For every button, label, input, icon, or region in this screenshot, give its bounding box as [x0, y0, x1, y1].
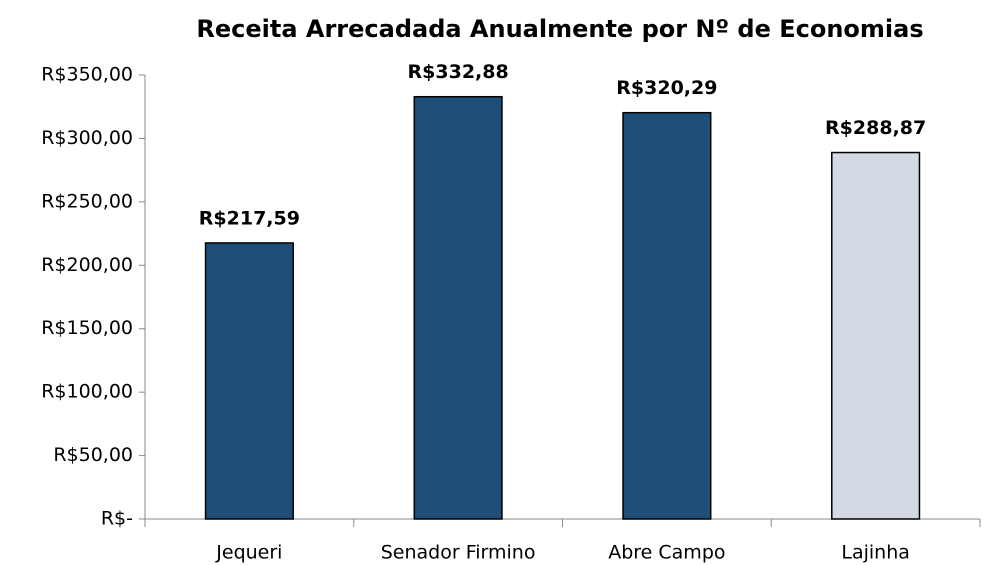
bar: [413, 95, 503, 520]
y-tick-label: R$150,00: [41, 317, 133, 339]
y-tick-label: R$50,00: [53, 444, 133, 466]
y-tick-label: R$250,00: [41, 190, 133, 212]
value-label: R$217,59: [199, 207, 300, 229]
value-label: R$332,88: [408, 61, 509, 83]
y-tick-label: R$200,00: [41, 254, 133, 276]
y-tick-label: R$300,00: [41, 127, 133, 149]
x-tick-label: Abre Campo: [608, 542, 725, 564]
y-tick-label: R$350,00: [41, 64, 133, 86]
x-tick-label: Lajinha: [841, 542, 910, 564]
y-tick-label: R$-: [101, 508, 133, 530]
bar: [622, 111, 712, 520]
value-label: R$320,29: [616, 77, 717, 99]
x-tick-label: Senador Firmino: [381, 542, 536, 564]
x-tick-label: Jequeri: [215, 542, 282, 564]
bar: [204, 242, 294, 520]
y-tick-label: R$100,00: [41, 381, 133, 403]
bar: [831, 151, 921, 520]
value-label: R$288,87: [825, 117, 926, 139]
chart-title: Receita Arrecadada Anualmente por Nº de …: [196, 15, 923, 43]
